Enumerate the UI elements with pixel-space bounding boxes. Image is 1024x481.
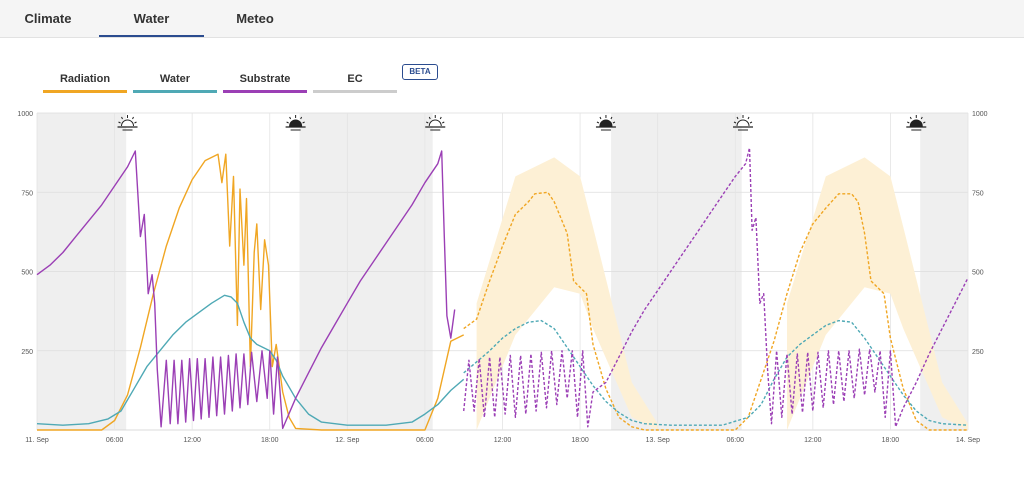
x-tick-label: 06:00 [726, 437, 744, 444]
tab-climate[interactable]: Climate [24, 11, 72, 26]
x-tick-label: 12:00 [804, 437, 822, 444]
legend-ec[interactable]: EC [313, 72, 397, 94]
sun-ray [286, 121, 289, 124]
forecast-band-area [476, 157, 658, 430]
series-line-radiation [37, 153, 465, 431]
sun-ray [612, 121, 616, 124]
sun-ray [596, 121, 600, 124]
x-tick-label: 06:00 [416, 437, 434, 444]
y-tick-label-left: 750 [21, 190, 33, 197]
legend-substrate[interactable]: Substrate [223, 72, 307, 94]
legend-swatch [43, 90, 127, 93]
chart-area: 250 250 500 500 750 750 1000 1000 11. Sep 06:00 12… [17, 111, 987, 444]
sun-ray [300, 116, 303, 120]
y-tick-label-right: 250 [972, 349, 984, 356]
x-tick-label: 18:00 [261, 437, 279, 444]
legend-label: Radiation [59, 73, 111, 85]
sunset-icon [906, 115, 927, 131]
sun-disc [121, 119, 135, 127]
sunset-icon [595, 115, 616, 131]
sun-ray [909, 116, 912, 120]
sunrise-icon [117, 115, 138, 131]
x-tick-label: 13. Sep [646, 437, 670, 444]
sun-ray [736, 116, 739, 120]
x-tick-label: 11. Sep [25, 437, 49, 444]
legend-label: Water [159, 73, 191, 85]
sun-markers [117, 115, 927, 131]
series-lines [36, 147, 969, 431]
sun-ray [923, 121, 926, 124]
series-line-water [36, 294, 465, 426]
series-line-substrate-forecast [463, 147, 969, 428]
axes: 250 250 500 500 750 750 1000 1000 11. Sep 06:00 12… [17, 111, 987, 444]
tab-water[interactable]: Water [99, 0, 204, 37]
sun-ray [610, 116, 613, 120]
series-line-water-forecast [463, 319, 969, 426]
x-tick-label: 14. Sep [956, 437, 980, 444]
forecast-band [476, 157, 968, 430]
series-line-radiation-forecast [463, 191, 968, 431]
sun-ray [439, 116, 442, 120]
sun-ray [302, 121, 305, 124]
forecast-band-area [787, 157, 968, 430]
sunset-icon [285, 115, 306, 131]
x-tick-label: 18:00 [571, 437, 589, 444]
series-line-substrate [36, 150, 456, 430]
y-tick-label-left: 1000 [17, 111, 33, 118]
sun-ray [428, 116, 431, 120]
sun-ray [442, 121, 445, 124]
sun-ray [132, 116, 134, 120]
x-tick-label: 18:00 [882, 437, 900, 444]
sun-ray [134, 121, 137, 124]
legend-swatch [313, 90, 397, 93]
x-tick-label: 12. Sep [335, 437, 359, 444]
legend-label: EC [347, 73, 363, 85]
legend-swatch [133, 90, 217, 93]
legend-water[interactable]: Water [133, 72, 217, 94]
beta-badge: BETA [402, 64, 438, 80]
sun-disc [599, 119, 613, 127]
sunrise-icon [425, 115, 446, 131]
sun-ray [118, 121, 121, 124]
y-tick-label-left: 250 [21, 349, 33, 356]
y-tick-label-right: 500 [972, 270, 984, 277]
tab-meteo[interactable]: Meteo [236, 11, 274, 26]
sun-ray [733, 121, 737, 124]
legend-swatch [223, 90, 307, 93]
sun-ray [121, 116, 123, 120]
legend-radiation[interactable]: Radiation [43, 72, 127, 94]
sun-disc [289, 119, 303, 127]
sun-ray [907, 121, 910, 124]
sun-ray [426, 121, 429, 124]
sunrise-icon [733, 115, 754, 131]
sun-ray [289, 116, 292, 120]
sun-ray [747, 116, 750, 120]
y-tick-label-right: 1000 [972, 111, 988, 118]
x-tick-label: 12:00 [183, 437, 201, 444]
legend-label: Substrate [239, 73, 291, 85]
y-tick-label-left: 500 [21, 270, 33, 277]
x-tick-label: 06:00 [106, 437, 124, 444]
sun-ray [599, 116, 602, 120]
sun-disc [909, 119, 923, 127]
y-tick-label-right: 750 [972, 190, 984, 197]
sun-ray [749, 121, 753, 124]
x-tick-label: 12:00 [494, 437, 512, 444]
sun-disc [428, 119, 442, 127]
tab-bar: Climate Water Meteo [0, 0, 1024, 38]
sun-ray [920, 116, 923, 120]
sun-disc [736, 119, 750, 127]
